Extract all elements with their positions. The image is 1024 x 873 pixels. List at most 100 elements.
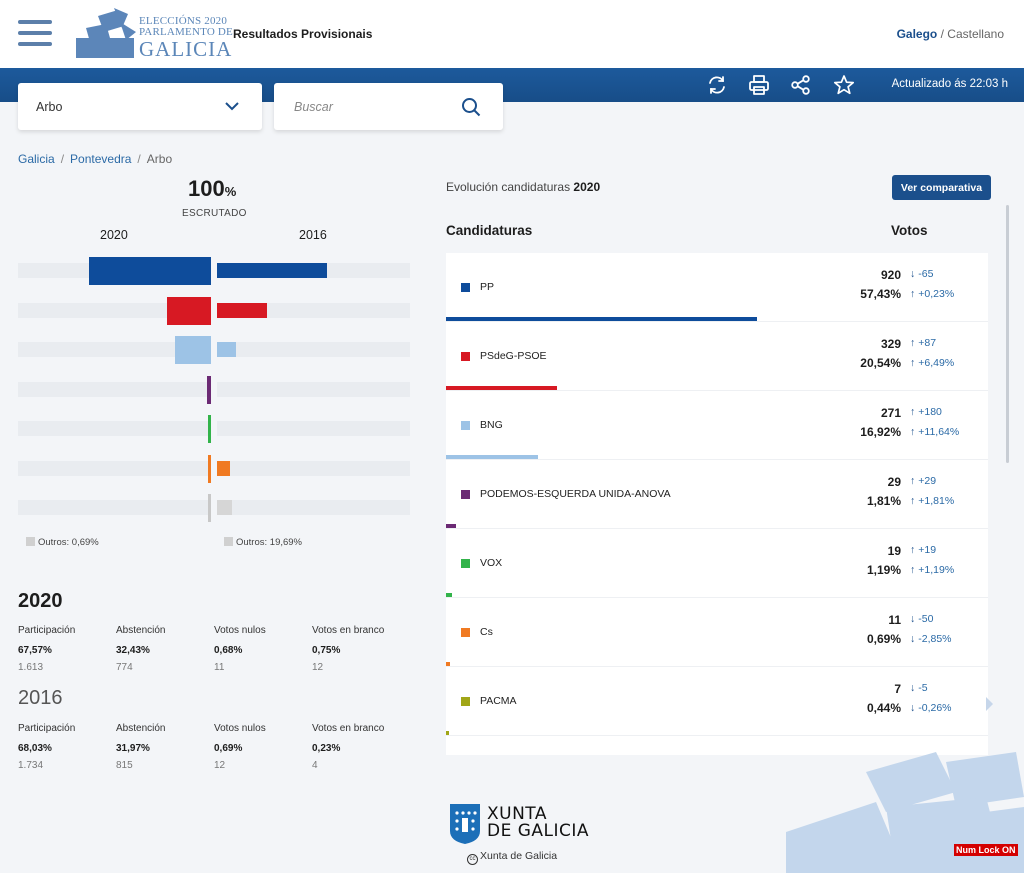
percentage-delta-value: +11,64% (918, 426, 960, 438)
bar-2020[interactable] (167, 296, 211, 325)
bar-2020[interactable] (208, 494, 211, 522)
stat-label: Votos en branco (312, 625, 385, 636)
candidate-color-swatch (461, 352, 470, 361)
star-icon[interactable] (833, 74, 855, 96)
language-switch: Galego / Castellano (897, 27, 1004, 41)
others-2020: Outros: 0,69% (26, 537, 99, 548)
chevron-down-icon[interactable] (224, 99, 240, 113)
bar-2016[interactable] (217, 342, 236, 357)
stat-pct: 31,97% (116, 743, 150, 754)
bar-2016[interactable] (217, 302, 267, 318)
search-box (274, 83, 503, 130)
candidate-votes: 920 (880, 268, 901, 282)
arrow-up-icon: ↑ (910, 357, 916, 369)
bar-2020[interactable] (88, 257, 211, 285)
bar-2020[interactable] (174, 336, 211, 364)
refresh-icon[interactable] (706, 74, 728, 96)
percentage-delta: ↑ +11,64% (910, 426, 959, 438)
search-icon[interactable] (461, 97, 481, 117)
candidate-name: PACMA (480, 695, 517, 707)
others-2016-label: Outros: 19,69% (236, 537, 303, 548)
print-icon[interactable] (748, 74, 770, 96)
arrow-down-icon: ↓ (910, 702, 916, 714)
votes-delta-value: -5 (918, 682, 928, 694)
votes-delta-value: +87 (918, 337, 937, 349)
scrutiny-percentage: 100% (188, 176, 236, 202)
bar-2020[interactable] (207, 375, 211, 404)
bar-2020[interactable] (208, 454, 211, 483)
candidate-votes: 271 (880, 406, 901, 420)
stat-label: Abstención (116, 723, 166, 734)
candidate-color-swatch (461, 283, 470, 292)
others-2016: Outros: 19,69% (224, 537, 302, 548)
candidate-share-bar (446, 386, 558, 390)
stat-pct: 32,43% (116, 645, 150, 656)
share-icon[interactable] (790, 74, 812, 96)
logo-line-2: PARLAMENTO DE (139, 26, 233, 38)
logo-line-3: GALICIA (139, 37, 233, 61)
bar-2016[interactable] (217, 500, 233, 515)
candidate-list: PP 920 57,43% ↓ -65 ↑ +0,23% PSdeG-PSOE 329 20,54… (446, 253, 988, 755)
arrow-up-icon: ↑ (910, 426, 916, 438)
elections-logo-icon[interactable] (76, 8, 221, 60)
comparison-year-2020: 2020 (100, 228, 128, 242)
candidate-row[interactable]: PODEMOS-ESQUERDA UNIDA-ANOVA 29 1,81% ↑ +29 ↑… (446, 460, 988, 529)
bar-2016[interactable] (217, 460, 230, 476)
page-title: Resultados Provisionais (233, 27, 373, 41)
column-header-votes: Votos (891, 223, 928, 238)
candidate-row[interactable]: PACMA 7 0,44% ↓ -5 ↓ -0,26% (446, 667, 988, 736)
bar-track-2016 (217, 381, 410, 397)
bar-2016[interactable] (217, 263, 327, 278)
arrow-up-icon: ↑ (910, 337, 916, 349)
numlock-indicator: Num Lock ON (954, 844, 1018, 856)
logo-line-1: ELECCIÓNS 2020 (139, 15, 228, 27)
top-header: ELECCIÓNS 2020 PARLAMENTO DE GALICIA Res… (0, 0, 1024, 68)
breadcrumb-separator: / (137, 152, 141, 166)
candidate-row[interactable]: Cs 11 0,69% ↓ -50 ↓ -2,85% (446, 598, 988, 667)
compare-button[interactable]: Ver comparativa (892, 175, 991, 200)
percentage-delta-value: -0,26% (918, 702, 952, 714)
candidate-row[interactable]: VOX 19 1,19% ↑ +19 ↑ +1,19% (446, 529, 988, 598)
bar-track-2020 (18, 381, 211, 397)
candidate-row[interactable]: PSdeG-PSOE 329 20,54% ↑ +87 ↑ +6,49% (446, 322, 988, 391)
candidate-row[interactable]: BNG 271 16,92% ↑ +180 ↑ +11,64% (446, 391, 988, 460)
candidate-share-bar (446, 317, 758, 321)
candidate-color-swatch (461, 421, 470, 430)
candidate-row[interactable]: PP 920 57,43% ↓ -65 ↑ +0,23% (446, 253, 988, 322)
votes-delta: ↓ -5 (910, 682, 928, 694)
scrutiny-value: 100 (188, 176, 225, 201)
stat-label: Abstención (116, 625, 166, 636)
last-updated: Actualizado ás 22:03 h (891, 78, 1008, 90)
votes-delta-value: -50 (918, 613, 934, 625)
comparison-bar-chart (18, 257, 410, 534)
stat-num: 774 (116, 662, 133, 673)
breadcrumb-arbo: Arbo (146, 152, 173, 166)
candidate-name: PP (480, 281, 495, 293)
percentage-delta: ↑ +1,81% (910, 495, 954, 507)
bar-track-2020 (18, 460, 211, 476)
xunta-shield-icon[interactable] (449, 803, 481, 845)
percentage-delta: ↑ +6,49% (910, 357, 954, 369)
arrow-up-icon: ↑ (910, 495, 916, 507)
candidate-percentage: 0,69% (866, 632, 901, 646)
stat-pct: 0,68% (214, 645, 243, 656)
search-input[interactable] (294, 97, 444, 117)
legend-swatch (26, 537, 35, 546)
breadcrumb-galicia[interactable]: Galicia (18, 152, 55, 166)
lang-galego[interactable]: Galego (896, 27, 938, 41)
candidate-percentage: 16,92% (860, 425, 901, 439)
bar-2020[interactable] (208, 415, 211, 443)
municipality-select[interactable]: Arbo (18, 83, 262, 130)
bar-row (18, 494, 410, 522)
candidate-share-bar (446, 731, 449, 735)
chevron-right-icon[interactable] (986, 697, 993, 711)
percentage-delta: ↑ +0,23% (910, 288, 954, 300)
candidate-list-scrollbar[interactable] (1006, 205, 1009, 463)
lang-castellano[interactable]: Castellano (947, 27, 1004, 41)
votes-delta-value: +29 (918, 475, 937, 487)
breadcrumb-pontevedra[interactable]: Pontevedra (70, 152, 132, 166)
percentage-delta: ↓ -0,26% (910, 702, 952, 714)
votes-delta-value: -65 (918, 268, 934, 280)
menu-icon[interactable] (18, 20, 52, 46)
candidate-share-bar (446, 524, 456, 528)
